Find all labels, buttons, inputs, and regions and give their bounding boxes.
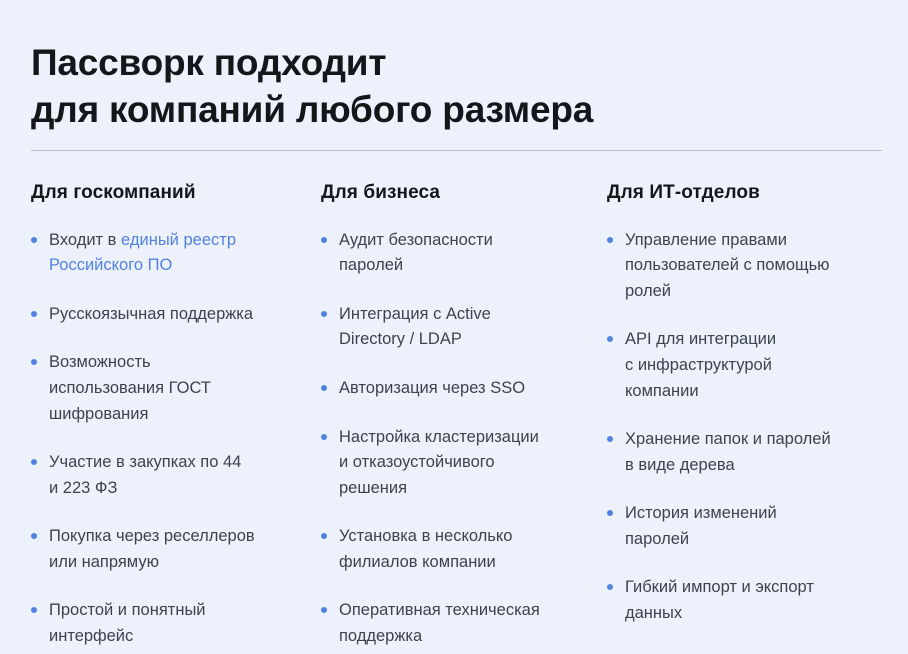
feature-item-text: Возможность использования ГОСТ шифровани…: [49, 353, 211, 423]
feature-columns: Для госкомпаний Входит в единый реестр Ро…: [31, 182, 882, 650]
feature-list-item: Участие в закупках по 44 и 223 ФЗ: [31, 450, 321, 501]
registry-link[interactable]: единый реестр Российского ПО: [49, 230, 236, 275]
feature-item-text: Входит в: [49, 230, 122, 249]
feature-list-item: Установка в несколько филиалов компании: [321, 524, 607, 575]
feature-column-title: Для бизнеса: [321, 182, 441, 203]
feature-list-item: Настройка кластеризации и отказоустойчив…: [321, 425, 607, 502]
feature-list: Аудит безопасности паролей Интеграция с A…: [321, 228, 607, 650]
feature-list-item: Возможность использования ГОСТ шифровани…: [31, 350, 321, 427]
bullet-icon: [31, 310, 37, 317]
feature-list-item: Интеграция с Active Directory / LDAP: [321, 302, 607, 353]
feature-list-item: Гибкий импорт и экспорт данных: [607, 575, 882, 626]
feature-list: Входит в единый реестр Российского ПО Рус…: [31, 228, 321, 650]
feature-item-text: Аудит безопасности паролей: [339, 230, 493, 275]
feature-item-text: Установка в несколько филиалов компании: [339, 527, 513, 571]
feature-item-text: Настройка кластеризации и отказоустойчив…: [339, 427, 539, 497]
feature-list-item: Простой и понятный интерфейс: [31, 598, 321, 649]
bullet-icon: [321, 433, 327, 440]
bullet-icon: [607, 336, 613, 343]
feature-column: Для госкомпаний Входит в единый реестр Ро…: [31, 182, 321, 650]
feature-list-item: Управление правами пользователей с помощ…: [607, 228, 882, 305]
bullet-icon: [321, 385, 327, 392]
feature-list-item: Оперативная техническая поддержка: [321, 598, 607, 649]
feature-list-item: Покупка через реселлеров или напрямую: [31, 524, 321, 575]
bullet-icon: [321, 533, 327, 540]
feature-column-title: Для госкомпаний: [31, 182, 196, 203]
feature-list-item: Аудит безопасности паролей: [321, 228, 607, 279]
feature-list-item: История изменений паролей: [607, 501, 882, 552]
feature-list-item: Хранение папок и паролей в виде дерева: [607, 427, 882, 478]
bullet-icon: [607, 236, 613, 243]
feature-item-text: API для интеграции с инфраструктурой ком…: [625, 330, 777, 400]
bullet-icon: [31, 533, 37, 540]
feature-column: Для ИТ-отделов Управление правами пользов…: [607, 182, 882, 627]
feature-item-text: Гибкий импорт и экспорт данных: [625, 578, 814, 622]
feature-item-text: Участие в закупках по 44 и 223 ФЗ: [49, 453, 242, 497]
feature-item-text: Русскоязычная поддержка: [49, 304, 254, 323]
bullet-icon: [321, 236, 327, 243]
bullet-icon: [31, 359, 37, 366]
feature-list-item: API для интеграции с инфраструктурой ком…: [607, 327, 882, 404]
feature-item-text: Покупка через реселлеров или напрямую: [49, 527, 255, 571]
feature-list: Управление правами пользователей с помощ…: [607, 228, 882, 627]
feature-item-text: Управление правами пользователей с помощ…: [625, 230, 830, 300]
feature-item-text: Оперативная техническая поддержка: [339, 601, 540, 645]
bullet-icon: [607, 436, 613, 443]
bullet-icon: [607, 510, 613, 517]
feature-column-title: Для ИТ-отделов: [607, 182, 760, 203]
section-divider: [31, 150, 882, 151]
feature-item-text: Авторизация через SSO: [339, 379, 526, 398]
bullet-icon: [31, 459, 37, 466]
feature-list-item: Входит в единый реестр Российского ПО: [31, 228, 321, 279]
feature-column: Для бизнеса Аудит безопасности паролей Инт…: [321, 182, 607, 650]
feature-item-text: Простой и понятный интерфейс: [49, 601, 206, 645]
page-title: Пассворк подходит для компаний любого ра…: [31, 41, 594, 131]
feature-list-item: Авторизация через SSO: [321, 376, 607, 402]
feature-item-text: Хранение папок и паролей в виде дерева: [625, 430, 831, 474]
bullet-icon: [321, 607, 327, 614]
feature-item-text: История изменений паролей: [625, 504, 777, 548]
bullet-icon: [31, 236, 37, 243]
bullet-icon: [31, 607, 37, 614]
bullet-icon: [607, 584, 613, 591]
feature-list-item: Русскоязычная поддержка: [31, 302, 321, 328]
feature-item-text: Интеграция с Active Directory / LDAP: [339, 304, 491, 349]
bullet-icon: [321, 310, 327, 317]
